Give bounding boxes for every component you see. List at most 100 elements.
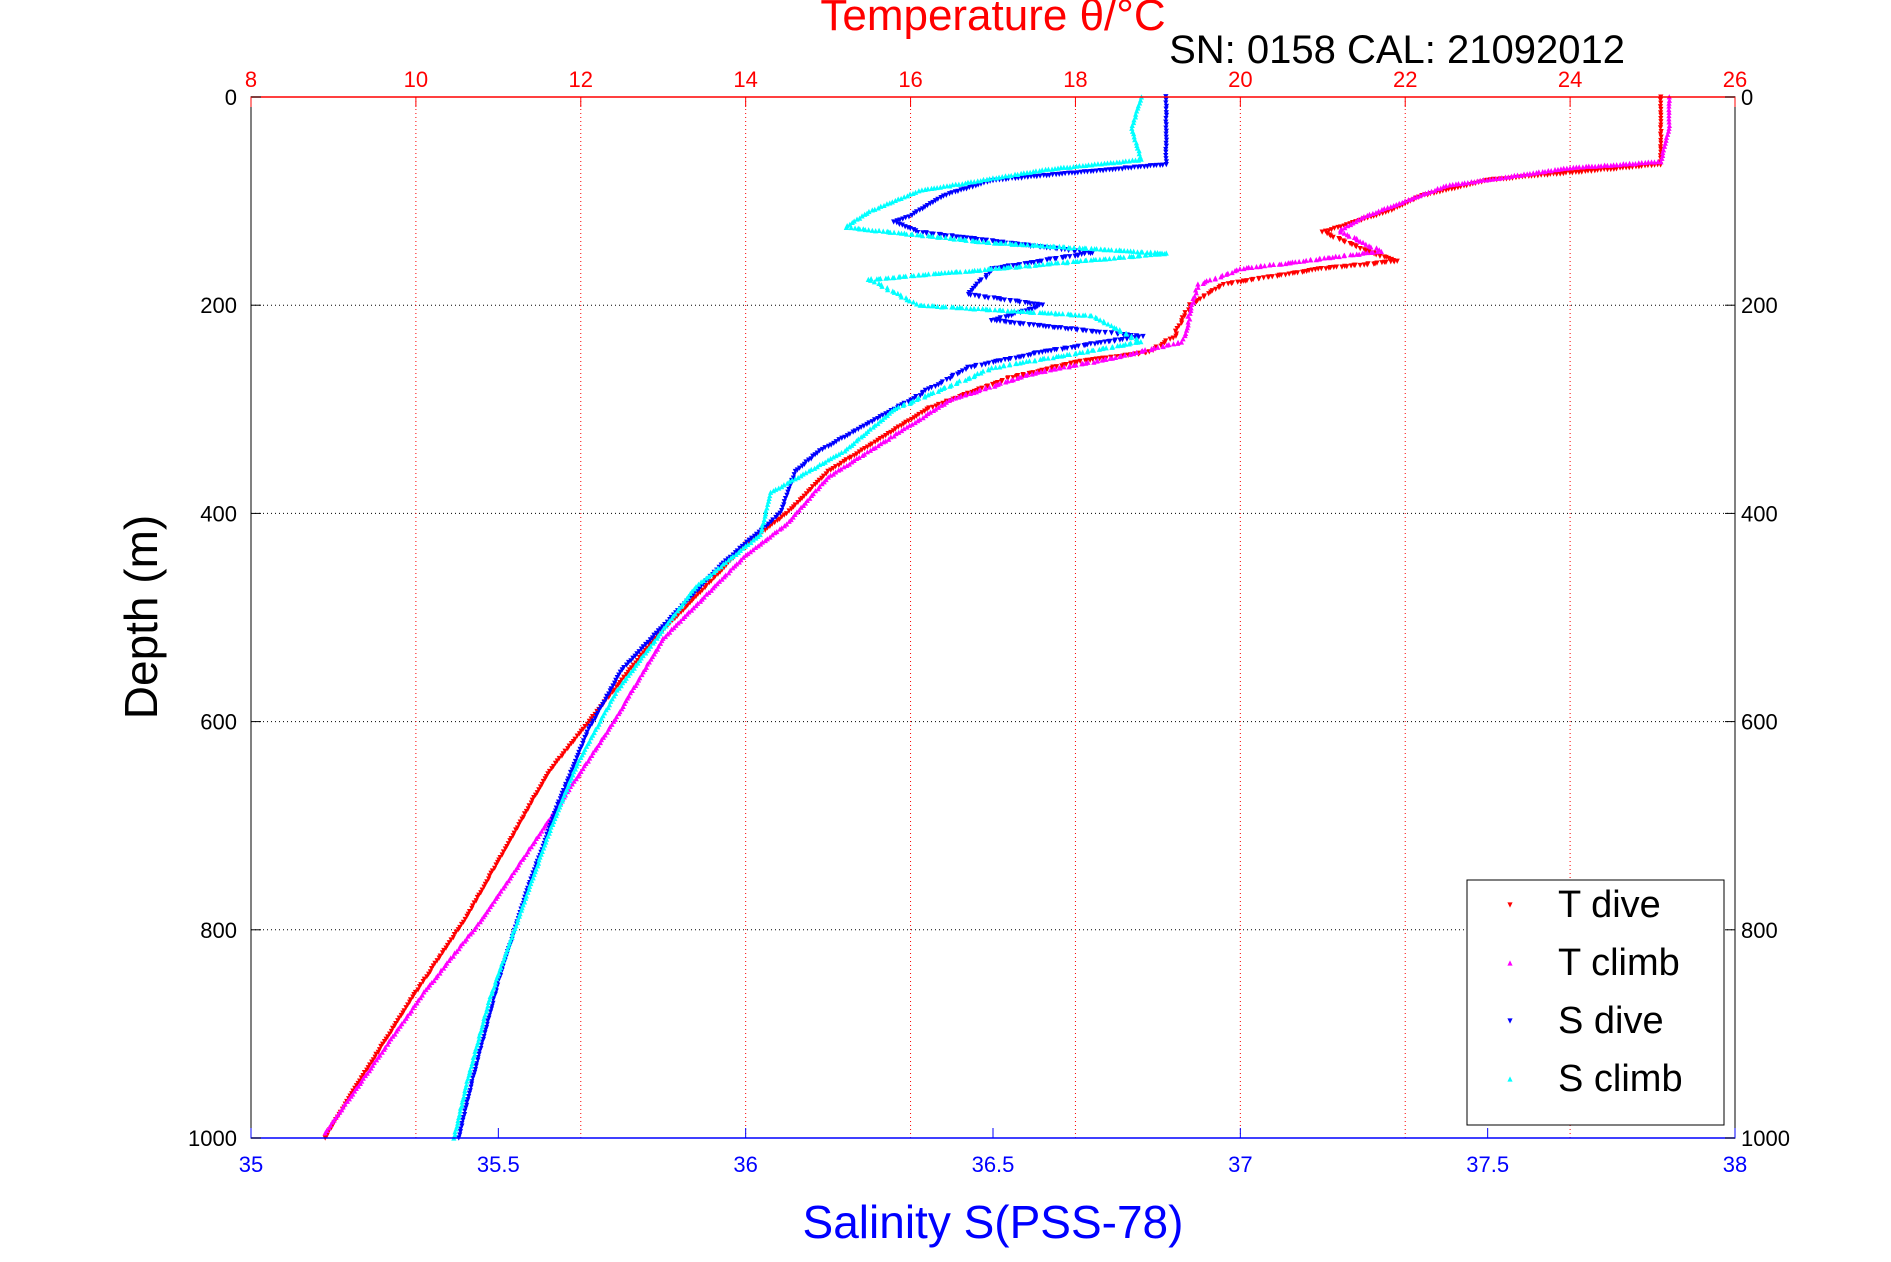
data-point-t-dive <box>1388 259 1394 265</box>
y-tick-label-left: 0 <box>225 85 237 110</box>
data-point-s-climb <box>1097 256 1103 262</box>
data-point-t-climb <box>899 427 905 434</box>
data-point-t-climb <box>1360 239 1366 245</box>
data-point-s-climb <box>1128 334 1135 340</box>
data-point-s-climb <box>1067 245 1073 251</box>
data-point-t-climb <box>1368 249 1374 256</box>
data-point-t-climb <box>1223 271 1229 277</box>
data-point-t-dive <box>372 1054 378 1060</box>
data-point-t-climb <box>796 507 802 513</box>
data-point-s-dive <box>590 718 596 724</box>
data-point-t-climb <box>1374 249 1381 255</box>
data-point-s-dive <box>855 426 861 433</box>
data-point-s-climb <box>987 306 993 313</box>
data-point-s-dive <box>1068 326 1075 332</box>
data-point-s-climb <box>1036 261 1042 268</box>
data-point-s-dive <box>1163 110 1169 116</box>
data-point-s-dive <box>1088 168 1094 175</box>
data-point-t-dive <box>1337 236 1343 243</box>
data-point-s-climb <box>643 650 649 656</box>
data-point-s-dive <box>1163 128 1169 134</box>
data-point-t-dive <box>613 684 620 690</box>
data-point-s-climb <box>481 1015 487 1021</box>
data-point-t-climb <box>1388 204 1394 210</box>
data-point-s-climb <box>759 525 765 532</box>
data-point-s-climb <box>952 269 958 275</box>
data-point-t-dive <box>1290 270 1296 277</box>
data-point-t-climb <box>1192 287 1199 293</box>
data-point-s-climb <box>922 186 928 193</box>
data-point-t-climb <box>355 1083 362 1089</box>
data-point-s-climb <box>1026 263 1032 269</box>
data-point-s-dive <box>593 713 600 719</box>
data-point-s-climb <box>978 370 984 376</box>
data-point-s-climb <box>1064 260 1070 266</box>
data-point-s-climb <box>1064 164 1070 170</box>
data-point-t-climb <box>425 984 431 990</box>
data-point-t-dive <box>875 437 881 443</box>
data-point-t-climb <box>1333 253 1339 259</box>
data-point-s-climb <box>1044 243 1050 249</box>
data-point-s-dive <box>1163 134 1169 140</box>
data-point-t-dive <box>1328 233 1334 239</box>
data-point-t-climb <box>864 449 870 455</box>
data-point-t-dive <box>1658 122 1664 128</box>
data-point-s-climb <box>763 508 769 514</box>
data-point-t-climb <box>1662 140 1668 146</box>
data-point-s-climb <box>1061 244 1067 250</box>
data-point-s-climb <box>762 513 768 519</box>
data-point-s-climb <box>958 236 964 242</box>
data-point-t-dive <box>381 1038 388 1045</box>
data-point-s-climb <box>925 303 931 309</box>
data-point-t-dive <box>1348 263 1354 269</box>
data-point-t-dive <box>395 1018 401 1024</box>
data-point-s-climb <box>884 201 890 207</box>
data-point-t-climb <box>511 869 517 876</box>
data-point-s-climb <box>986 239 992 246</box>
data-point-s-climb <box>866 227 872 233</box>
data-point-s-dive <box>482 1027 489 1033</box>
data-point-s-climb <box>678 603 684 609</box>
data-point-s-dive <box>777 510 783 516</box>
data-point-s-dive <box>997 318 1003 324</box>
data-point-s-climb <box>1114 343 1121 349</box>
data-point-t-climb <box>1253 263 1260 270</box>
data-point-s-dive <box>628 658 634 664</box>
data-point-t-dive <box>1588 168 1594 174</box>
data-point-s-dive <box>603 696 609 703</box>
data-point-t-dive <box>1361 262 1367 268</box>
data-point-s-dive <box>555 801 561 808</box>
data-point-t-climb <box>675 620 681 626</box>
data-point-t-climb <box>906 422 913 428</box>
data-point-s-climb <box>890 275 896 281</box>
data-point-t-dive <box>1330 234 1336 240</box>
data-point-s-dive <box>485 1018 491 1024</box>
data-point-t-dive <box>486 873 493 879</box>
data-point-s-climb <box>887 229 893 235</box>
data-point-t-climb <box>1521 171 1527 177</box>
data-point-s-dive <box>833 439 839 445</box>
data-point-s-climb <box>691 586 697 592</box>
data-point-t-climb <box>1502 174 1509 180</box>
data-point-t-dive <box>1377 253 1383 259</box>
data-point-t-climb <box>1138 348 1145 354</box>
data-point-t-dive <box>1331 225 1338 231</box>
data-point-s-climb <box>962 377 968 383</box>
data-point-s-dive <box>1011 320 1018 326</box>
data-point-s-dive <box>742 542 748 548</box>
data-point-t-climb <box>809 492 815 498</box>
data-point-s-climb <box>1131 248 1137 254</box>
data-point-s-dive <box>483 1024 490 1031</box>
data-point-t-climb <box>657 640 664 646</box>
x-bottom-tick-label: 38 <box>1723 1152 1747 1177</box>
data-point-t-climb <box>1023 372 1029 378</box>
data-point-s-climb <box>971 373 977 380</box>
data-point-s-climb <box>467 1069 473 1076</box>
legend-label: S climb <box>1558 1058 1683 1100</box>
data-point-t-climb <box>878 440 884 447</box>
data-point-s-climb <box>828 455 834 462</box>
data-point-s-dive <box>796 465 803 471</box>
data-point-t-climb <box>1399 199 1405 206</box>
data-point-s-dive <box>586 726 592 732</box>
data-point-s-climb <box>1012 171 1018 177</box>
